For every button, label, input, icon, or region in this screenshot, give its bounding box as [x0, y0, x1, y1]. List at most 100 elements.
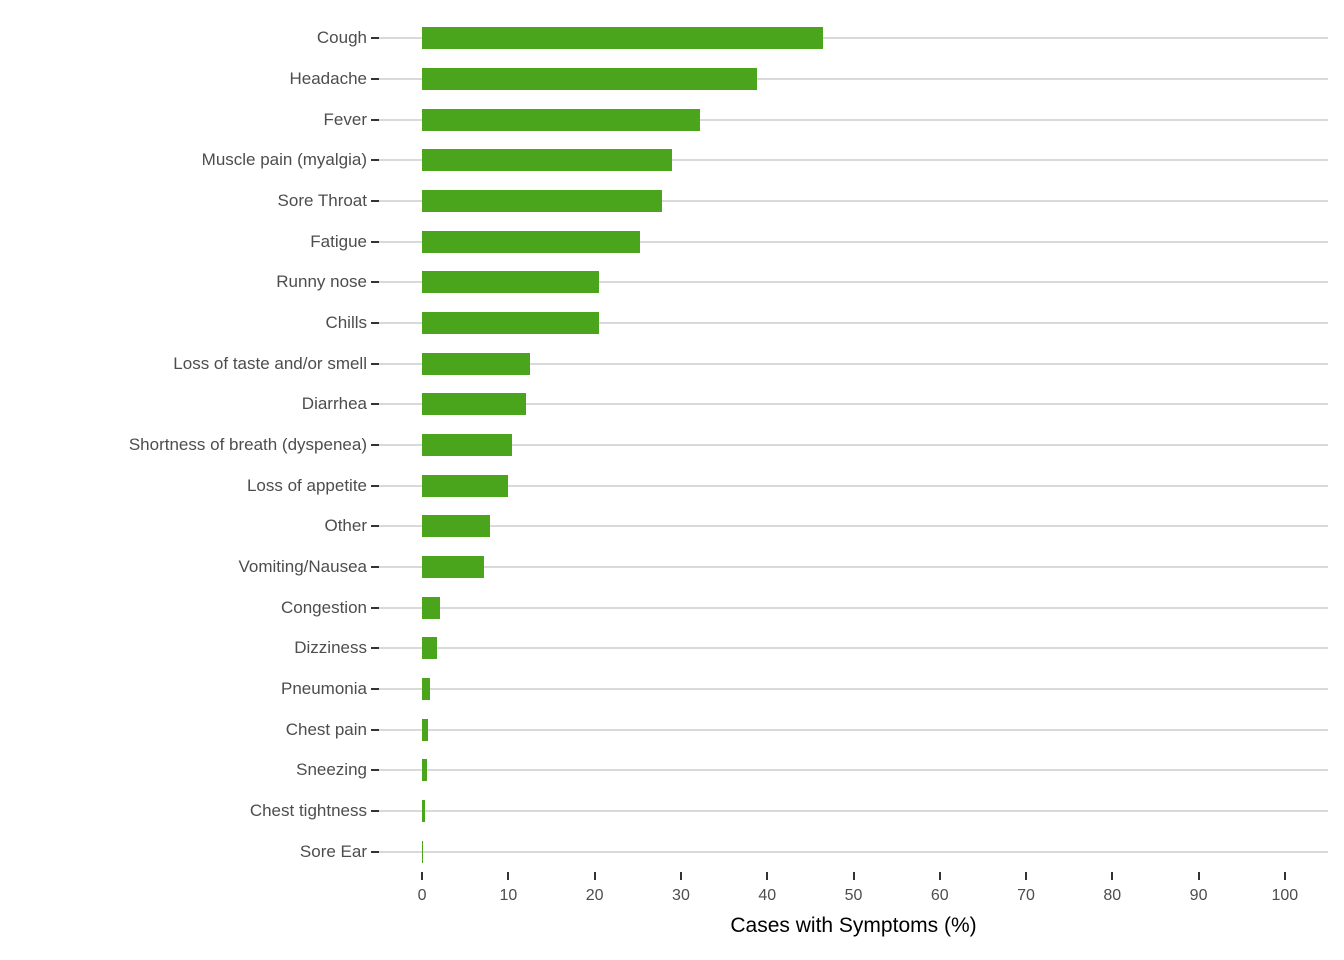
bar-runny-nose — [422, 271, 599, 294]
y-tick — [371, 37, 379, 40]
y-tick — [371, 78, 379, 80]
bar-pneumonia — [422, 678, 430, 700]
y-tick — [371, 484, 379, 487]
y-tick — [371, 240, 379, 243]
bar-chest-pain — [422, 718, 429, 741]
x-axis-title: Cases with Symptoms (%) — [730, 914, 977, 937]
category-label: Chills — [325, 313, 367, 332]
bar-loss-of-appetite — [422, 474, 508, 497]
gridline — [379, 281, 1328, 284]
x-tick-label: 60 — [930, 887, 949, 904]
chart-panel — [379, 18, 1328, 872]
gridline — [379, 322, 1328, 324]
x-tick-label: 40 — [758, 887, 777, 904]
category-label: Chest tightness — [249, 801, 367, 820]
category-label: Dizziness — [294, 638, 367, 658]
y-tick — [371, 159, 379, 162]
x-tick — [1283, 872, 1286, 880]
bar-sore-ear — [422, 840, 424, 863]
category-label: Shortness of breath (dyspenea) — [128, 435, 367, 454]
category-label: Muscle pain (myalgia) — [201, 150, 367, 170]
bar-diarrhea — [422, 393, 526, 416]
gridline — [379, 810, 1328, 812]
gridline — [379, 403, 1328, 406]
gridline — [379, 647, 1328, 650]
category-label: Loss of taste and/or smell — [173, 353, 367, 373]
y-tick — [371, 647, 379, 650]
gridline — [379, 606, 1328, 609]
category-label: Headache — [289, 69, 367, 88]
bar-fever — [422, 108, 700, 131]
bar-cough — [422, 27, 824, 50]
x-tick — [1025, 872, 1028, 880]
bar-chills — [422, 312, 599, 334]
x-tick — [852, 872, 855, 880]
y-tick — [371, 322, 379, 324]
x-tick — [1111, 872, 1114, 880]
gridline — [379, 118, 1328, 121]
gridline — [379, 444, 1328, 446]
bar-loss-of-taste-and-or-smell — [422, 352, 530, 375]
y-tick — [371, 444, 379, 446]
bar-sneezing — [422, 759, 428, 782]
x-tick-label: 50 — [844, 887, 863, 904]
bar-chest-tightness — [422, 800, 425, 822]
gridline — [379, 728, 1328, 731]
gridline — [379, 525, 1328, 528]
gridline — [379, 159, 1328, 162]
bar-headache — [422, 68, 757, 90]
x-tick — [1197, 872, 1200, 880]
category-label: Sore Throat — [277, 191, 367, 210]
y-tick — [371, 769, 379, 772]
x-tick-label: 90 — [1189, 887, 1208, 904]
category-label: Fever — [323, 109, 367, 129]
x-tick — [679, 872, 682, 880]
x-tick-label: 70 — [1017, 887, 1035, 904]
x-tick — [507, 872, 510, 880]
bar-shortness-of-breath-dyspenea- — [422, 434, 512, 456]
category-label: Vomiting/Nausea — [238, 557, 367, 576]
category-label: Sore Ear — [299, 841, 367, 861]
category-label: Fatigue — [310, 231, 367, 251]
x-tick-label: 30 — [672, 887, 690, 904]
gridline — [379, 850, 1328, 853]
gridline — [379, 484, 1328, 487]
x-tick-label: 100 — [1271, 887, 1299, 904]
category-label: Pneumonia — [280, 679, 367, 698]
gridline — [379, 566, 1328, 568]
gridline — [379, 240, 1328, 243]
x-tick-label: 80 — [1103, 887, 1122, 904]
y-tick — [371, 118, 379, 121]
y-tick — [371, 688, 379, 690]
x-tick — [766, 872, 769, 880]
gridline — [379, 769, 1328, 772]
y-tick — [371, 281, 379, 284]
bar-congestion — [422, 596, 441, 619]
y-tick — [371, 728, 379, 731]
x-tick — [593, 872, 596, 880]
y-tick — [371, 566, 379, 568]
x-tick-label: 20 — [585, 887, 604, 904]
category-label: Cough — [316, 28, 367, 48]
category-label: Runny nose — [276, 272, 367, 292]
y-tick — [371, 606, 379, 609]
y-tick — [371, 362, 379, 365]
x-tick — [421, 872, 424, 880]
y-tick — [371, 403, 379, 406]
gridline — [379, 688, 1328, 690]
bar-vomiting-nausea — [422, 556, 485, 578]
y-tick — [371, 525, 379, 528]
bar-fatigue — [422, 230, 641, 253]
y-tick — [371, 850, 379, 853]
x-tick-label: 0 — [417, 887, 427, 904]
bar-dizziness — [422, 637, 437, 660]
gridline — [379, 362, 1328, 365]
x-tick — [938, 872, 941, 880]
category-label: Loss of appetite — [246, 475, 367, 495]
bar-other — [422, 515, 491, 538]
y-tick — [371, 200, 379, 202]
category-label: Other — [324, 516, 367, 536]
gridline — [379, 78, 1328, 80]
category-label: Congestion — [280, 597, 367, 617]
